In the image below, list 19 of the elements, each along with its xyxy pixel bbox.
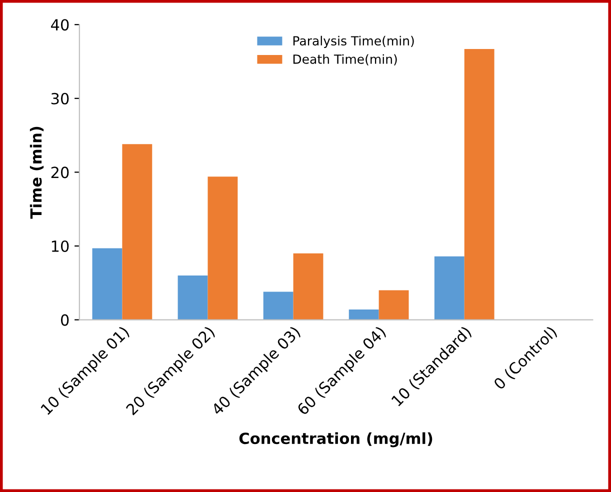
bar: [122, 144, 152, 320]
bar: [92, 248, 122, 320]
bar: [464, 48, 494, 320]
bar: [178, 276, 208, 320]
legend-label: Paralysis Time(min): [293, 36, 414, 48]
bar: [434, 256, 464, 320]
y-axis-title: Time (min): [30, 126, 44, 219]
y-tick-label: 10: [52, 240, 69, 252]
y-tick-label: 30: [51, 92, 69, 104]
bar: [293, 253, 324, 320]
y-tick-label: 20: [51, 166, 69, 178]
bar: [263, 292, 294, 320]
y-tick-label: 40: [51, 19, 69, 31]
legend-label: Death Time(min): [293, 54, 397, 66]
bar: [208, 176, 238, 320]
y-tick-label: 0: [60, 314, 69, 326]
x-axis-title: Concentration (mg/ml): [239, 432, 432, 448]
bar: [348, 309, 379, 320]
bar: [378, 290, 409, 320]
